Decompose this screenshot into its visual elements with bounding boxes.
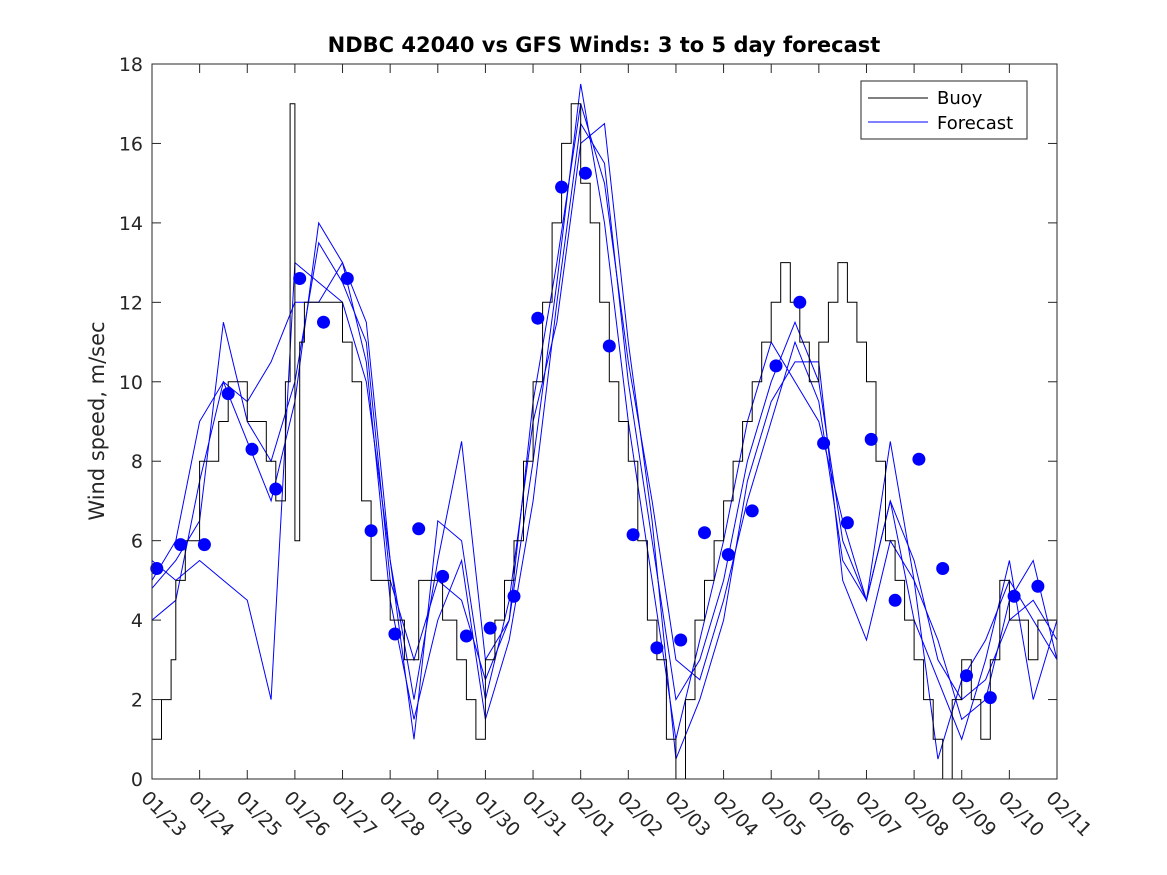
axes-background	[152, 64, 1057, 779]
legend-box	[860, 80, 1028, 140]
analysis-point	[269, 482, 283, 496]
forecast-line-1	[151, 103, 1058, 701]
legend-label-buoy: Buoy	[937, 88, 983, 109]
analysis-point	[507, 589, 521, 603]
analysis-point	[245, 442, 259, 456]
analysis-point	[531, 311, 545, 325]
y-tick-label: 6	[131, 531, 143, 553]
analysis-point	[1007, 589, 1021, 603]
analysis-point	[483, 621, 497, 635]
analysis-point	[721, 548, 735, 562]
analysis-point	[626, 528, 640, 542]
analysis-point	[745, 504, 759, 518]
chart-title: NDBC 42040 vs GFS Winds: 3 to 5 day fore…	[328, 33, 881, 57]
analysis-point	[817, 436, 831, 450]
analysis-point	[388, 627, 402, 641]
y-tick-label: 2	[131, 690, 143, 712]
forecast-line-4	[151, 122, 1058, 760]
analysis-point	[888, 593, 902, 607]
forecast-line-3	[151, 83, 1058, 741]
analysis-point	[983, 691, 997, 705]
legend-label-forecast: Forecast	[937, 113, 1013, 134]
analysis-point	[793, 295, 807, 309]
y-tick-label: 0	[131, 769, 143, 791]
analysis-point	[317, 315, 330, 329]
series-layer	[151, 83, 1058, 780]
analysis-point	[698, 526, 711, 540]
analysis-point	[293, 272, 307, 285]
y-axis-label: Wind speed, m/sec	[85, 321, 109, 520]
analysis-point	[197, 538, 211, 552]
analysis-point	[864, 432, 878, 446]
analysis-point	[840, 516, 854, 530]
analysis-point	[1031, 579, 1045, 593]
y-tick-label: 16	[119, 133, 143, 155]
analysis-point	[578, 166, 592, 180]
y-tick-label: 8	[131, 451, 143, 473]
analysis-point	[555, 180, 569, 194]
analysis-point	[912, 452, 926, 466]
analysis-point	[340, 272, 354, 285]
legend: Buoy Forecast	[860, 80, 1028, 140]
y-tick-label: 4	[131, 610, 143, 632]
analysis-point	[174, 538, 188, 552]
y-tick-label: 14	[119, 213, 143, 235]
analysis-point	[459, 629, 473, 643]
analysis-point	[150, 562, 164, 575]
analysis-point	[602, 339, 616, 353]
analysis-point	[960, 669, 973, 683]
analysis-point	[769, 359, 783, 373]
plot-area: 02468101214161801/2301/2401/2501/2601/27…	[119, 54, 1096, 841]
analysis-point	[650, 641, 664, 655]
analysis-point	[674, 633, 688, 647]
analysis-point	[436, 569, 450, 583]
analysis-markers	[150, 166, 1045, 705]
y-tick-label: 18	[119, 54, 143, 76]
y-tick-label: 12	[119, 292, 143, 314]
y-tick-label: 10	[119, 372, 143, 394]
analysis-point	[412, 522, 426, 536]
axes-frame	[151, 63, 1058, 780]
analysis-point	[364, 524, 378, 538]
buoy-line	[152, 103, 1058, 780]
analysis-point	[936, 562, 950, 575]
analysis-point	[221, 387, 235, 401]
